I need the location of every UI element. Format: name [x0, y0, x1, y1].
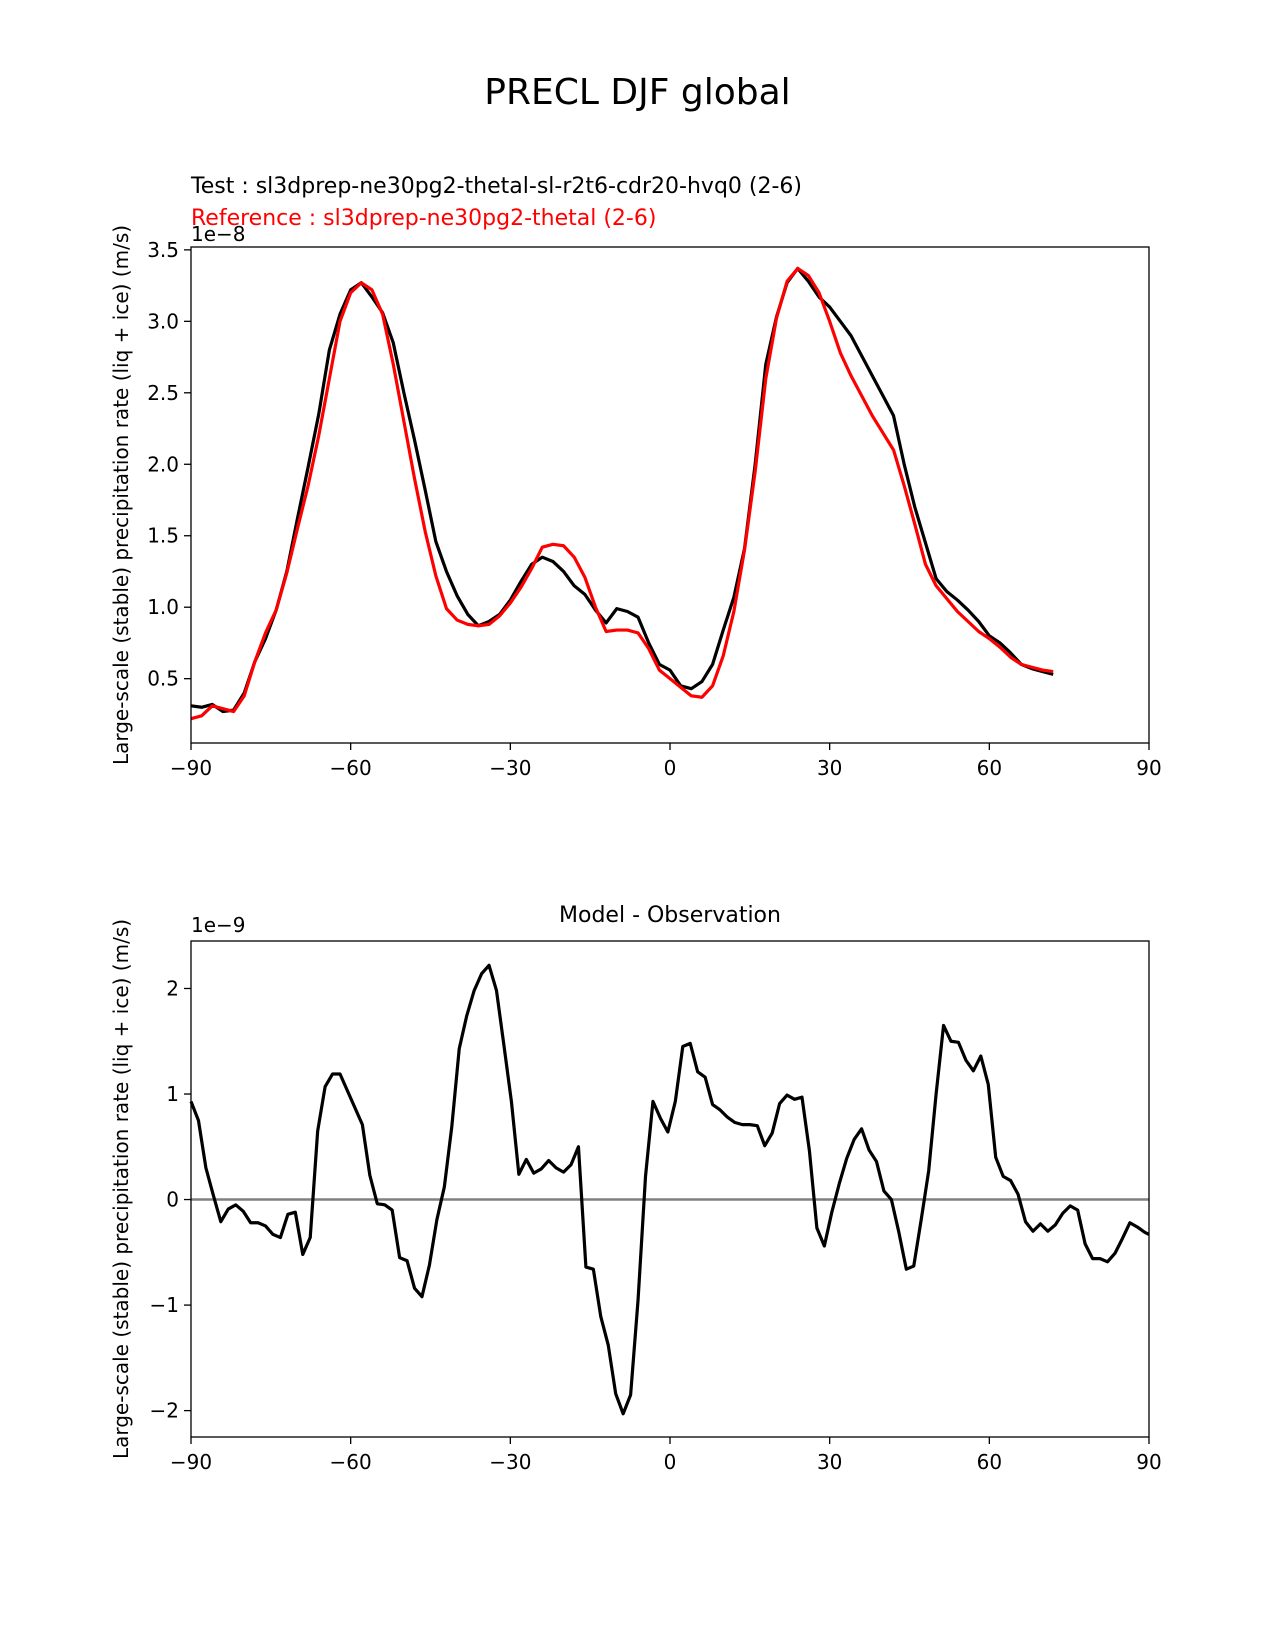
- bottom-y-tick-label: −2: [150, 1399, 179, 1423]
- bottom-x-tick-label: 30: [817, 1450, 842, 1474]
- top-x-tick-label: −60: [330, 756, 372, 780]
- bottom-x-tick-label: 0: [664, 1450, 677, 1474]
- top-series-reference: [190, 266, 1054, 721]
- bottom-x-tick-label: 60: [977, 1450, 1002, 1474]
- top-y-tick-label: 1.0: [147, 595, 179, 619]
- figure-title: PRECL DJF global: [484, 72, 791, 113]
- top-y-tick-label: 3.5: [147, 238, 179, 262]
- bottom-y-tick-label: 1: [166, 1082, 179, 1106]
- bottom-y-tick-label: −1: [150, 1293, 179, 1317]
- bottom-plot-frame: [190, 940, 1150, 1438]
- legend-reference-label: Reference : sl3dprep-ne30pg2-thetal (2-6…: [191, 206, 657, 231]
- bottom-offset-label: 1e−9: [191, 913, 246, 937]
- top-y-tick-label: 2.5: [147, 381, 179, 405]
- top-y-tick-label: 3.0: [147, 309, 179, 333]
- bottom-x-tick-label: −60: [330, 1450, 372, 1474]
- bottom-line-chart: −90 −60 −30 0 30 60 90 −2 −1 0 1 2: [150, 940, 1162, 1474]
- bottom-x-tick-label: −30: [489, 1450, 531, 1474]
- bottom-y-tick-label: 2: [166, 976, 179, 1000]
- top-y-tick-label: 0.5: [147, 667, 179, 691]
- bottom-x-tick-label: −90: [170, 1450, 212, 1474]
- bottom-x-tick-label: 90: [1136, 1450, 1161, 1474]
- bottom-chart-title: Model - Observation: [559, 903, 781, 928]
- top-x-tick-label: 60: [977, 756, 1002, 780]
- top-x-tick-label: −30: [489, 756, 531, 780]
- legend-test-label: Test : sl3dprep-ne30pg2-thetal-sl-r2t6-c…: [191, 174, 802, 199]
- top-x-tick-label: 90: [1136, 756, 1161, 780]
- top-offset-label: 1e−8: [191, 222, 246, 246]
- top-x-tick-label: −90: [170, 756, 212, 780]
- top-series-test: [190, 266, 1054, 714]
- top-x-tick-label: 0: [664, 756, 677, 780]
- bottom-y-tick-label: 0: [166, 1188, 179, 1212]
- bottom-series-model-observation: [189, 963, 1150, 1416]
- top-y-tick-label: 1.5: [147, 524, 179, 548]
- top-y-tick-label: 2.0: [147, 452, 179, 476]
- top-line-chart: −90 −60 −30 0 30 60 90 0.5 1.0 1.5 2.0 2.5 3.0 3.5: [147, 238, 1162, 780]
- top-x-tick-label: 30: [817, 756, 842, 780]
